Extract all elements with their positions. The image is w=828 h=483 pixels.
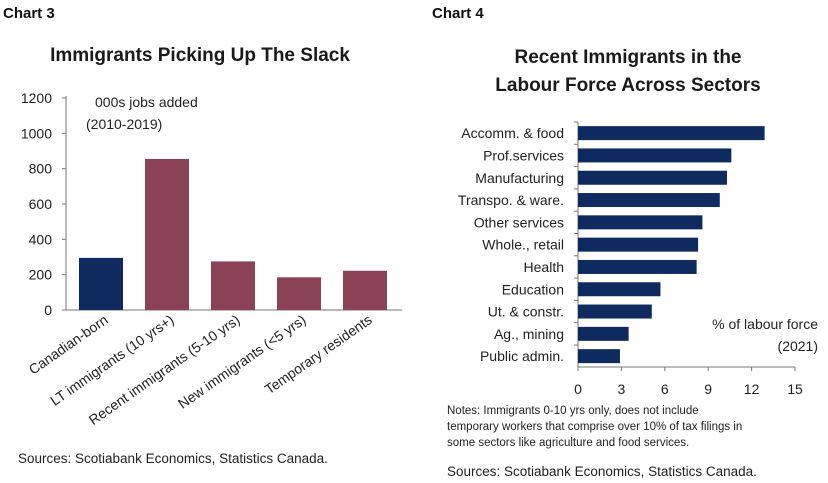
chart4-category-label: Prof.services xyxy=(483,147,564,163)
chart4-category-label: Ut. & constr. xyxy=(488,304,564,320)
chart4-category-label: Other services xyxy=(474,214,564,230)
chart3-y-tick-label: 400 xyxy=(29,231,53,247)
chart4-category-label: Whole., retail xyxy=(482,237,564,253)
chart4-x-tick-label: 0 xyxy=(574,381,582,397)
chart3-y-tick-label: 1200 xyxy=(21,90,52,106)
chart4-x-tick-label: 15 xyxy=(787,381,803,397)
chart3-bar xyxy=(211,261,255,310)
chart4-bar xyxy=(578,282,661,297)
chart4-x-tick-label: 9 xyxy=(704,381,712,397)
chart3-y-tick-label: 600 xyxy=(29,196,53,212)
chart4-note-line1: Notes: Immigrants 0-10 yrs only, does no… xyxy=(447,405,699,417)
chart4-category-label: Accomm. & food xyxy=(461,125,564,141)
chart4-bar xyxy=(578,148,732,163)
chart4-label: Chart 4 xyxy=(432,5,484,22)
chart3-bar xyxy=(343,270,387,310)
chart4-title-line1: Recent Immigrants in the xyxy=(514,47,742,68)
chart4-bar xyxy=(578,304,652,319)
chart4-annotation-line1: % of labour force xyxy=(712,316,818,332)
chart4-category-label: Transpo. & ware. xyxy=(458,192,564,208)
chart3-title: Immigrants Picking Up The Slack xyxy=(50,45,350,66)
chart3-source: Sources: Scotiabank Economics, Statistic… xyxy=(18,451,328,466)
chart3-bar xyxy=(79,257,123,310)
chart4-note-line3: some sectors like agriculture and food s… xyxy=(447,437,690,449)
chart4-category-label: Health xyxy=(524,259,564,275)
chart4-category-label: Education xyxy=(502,281,564,297)
chart4-category-label: Public admin. xyxy=(480,348,564,364)
chart3-annotation-line1: 000s jobs added xyxy=(95,94,198,110)
chart4-x-tick-label: 6 xyxy=(661,381,669,397)
chart4-annotation-line2: (2021) xyxy=(778,338,818,354)
chart4-bar xyxy=(578,170,728,185)
chart4-bar xyxy=(578,237,699,252)
chart3-y-tick-label: 800 xyxy=(29,161,53,177)
chart4-note-line2: temporary workers that comprise over 10%… xyxy=(447,421,743,433)
chart3-y-tick-label: 200 xyxy=(29,267,53,283)
chart3-y-tick-label: 0 xyxy=(44,302,52,318)
chart4-category-label: Ag., mining xyxy=(494,326,564,342)
chart4-category-label: Manufacturing xyxy=(475,170,564,186)
chart4-bar xyxy=(578,215,703,230)
chart4-x-tick-label: 12 xyxy=(744,381,760,397)
chart4-bar xyxy=(578,349,620,364)
chart4-bar xyxy=(578,259,697,274)
chart4-title-line2: Labour Force Across Sectors xyxy=(495,75,761,96)
chart4-x-tick-label: 3 xyxy=(618,381,626,397)
chart4-bar xyxy=(578,326,629,341)
chart4-plot: Accomm. & food Prof.services Manufacturing… xyxy=(458,121,818,397)
chart4-bar xyxy=(578,126,765,141)
chart3-annotation-line2: (2010-2019) xyxy=(86,116,162,132)
chart4-source: Sources: Scotiabank Economics, Statistic… xyxy=(447,464,757,479)
chart3-bar xyxy=(277,277,321,310)
chart4-bar xyxy=(578,193,720,208)
chart3-y-tick-label: 1000 xyxy=(21,125,52,141)
chart3-label: Chart 3 xyxy=(3,5,55,22)
chart3-bar xyxy=(145,158,189,310)
